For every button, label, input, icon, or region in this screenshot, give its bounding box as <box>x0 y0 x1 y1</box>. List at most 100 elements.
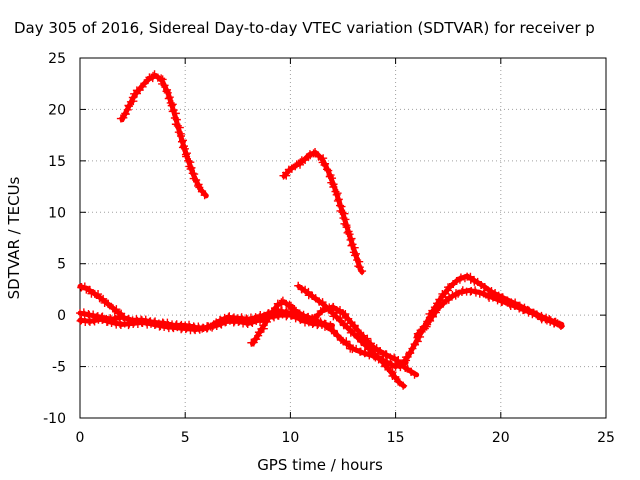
data-point <box>200 191 209 200</box>
data-point <box>187 163 196 172</box>
chart-title: Day 305 of 2016, Sidereal Day-to-day VTE… <box>14 19 595 37</box>
x-tick-label: 25 <box>597 430 615 446</box>
data-point <box>328 174 337 183</box>
data-point <box>85 285 94 294</box>
x-tick-label: 5 <box>181 430 190 446</box>
data-point <box>167 101 176 110</box>
data-point <box>172 115 181 124</box>
data-point <box>270 304 279 313</box>
data-markers <box>76 70 565 390</box>
data-point <box>314 320 323 329</box>
data-point <box>350 243 359 252</box>
data-point <box>320 304 329 313</box>
x-tick-label: 20 <box>492 430 510 446</box>
data-point <box>163 88 172 97</box>
y-tick-label: 25 <box>48 51 66 67</box>
data-point <box>505 300 514 309</box>
data-point <box>76 316 85 325</box>
data-point <box>149 71 158 80</box>
data-point <box>175 123 184 132</box>
data-point <box>156 321 165 330</box>
data-point <box>274 311 283 320</box>
data-point <box>351 249 360 258</box>
x-tick-label: 10 <box>281 430 299 446</box>
data-point <box>334 195 343 204</box>
data-point <box>345 230 354 239</box>
series-s7 <box>294 281 408 390</box>
data-point <box>295 309 304 318</box>
series-s9 <box>396 272 565 372</box>
data-point <box>90 317 99 326</box>
data-point <box>112 305 121 314</box>
y-tick-label: 15 <box>48 154 66 170</box>
data-point <box>556 322 565 331</box>
data-point <box>222 317 231 326</box>
data-point <box>346 235 355 244</box>
y-tick-label: 5 <box>57 257 66 273</box>
y-tick-label: -10 <box>43 411 66 427</box>
data-point <box>354 262 363 271</box>
data-point <box>410 370 419 379</box>
data-point <box>329 183 338 191</box>
data-point <box>116 321 125 329</box>
series-s8 <box>307 302 420 379</box>
data-point <box>524 308 533 317</box>
data-point <box>326 321 335 330</box>
series-s10 <box>413 286 565 341</box>
data-point <box>178 136 187 145</box>
data-point <box>194 181 203 190</box>
series-s1 <box>116 70 209 200</box>
data-point <box>333 189 342 198</box>
data-point <box>333 196 342 205</box>
series-s2 <box>279 148 367 276</box>
grid-lines <box>80 58 606 418</box>
y-tick-label: 0 <box>57 308 66 324</box>
data-point <box>182 152 191 161</box>
data-point <box>103 317 112 326</box>
data-point <box>168 100 177 109</box>
data-point <box>186 158 195 167</box>
tick-marks <box>79 57 607 419</box>
data-point <box>157 74 166 83</box>
data-point <box>454 289 463 298</box>
series-band <box>281 150 365 275</box>
data-point <box>399 381 408 390</box>
data-point <box>515 304 524 313</box>
data-point <box>104 300 113 308</box>
data-point <box>347 234 356 243</box>
x-tick-label: 0 <box>76 430 85 446</box>
data-point <box>358 267 367 276</box>
data-point <box>99 294 108 303</box>
data-point <box>340 209 349 218</box>
data-point <box>536 313 545 322</box>
data-point <box>390 353 399 362</box>
data-point <box>171 109 180 118</box>
y-tick-label: 20 <box>48 102 66 118</box>
data-point <box>180 144 189 153</box>
data-point <box>341 215 350 224</box>
data-point <box>337 202 346 211</box>
data-point <box>546 317 555 326</box>
data-point <box>351 251 360 260</box>
data-point <box>394 377 403 386</box>
data-point <box>471 288 480 297</box>
data-point <box>484 292 493 301</box>
data-point <box>247 318 256 326</box>
data-point <box>94 290 103 299</box>
data-point <box>317 321 326 329</box>
data-point <box>177 137 186 146</box>
data-point <box>320 161 329 170</box>
data-point <box>160 81 169 90</box>
x-tick-label: 15 <box>387 430 405 446</box>
data-point <box>493 296 502 305</box>
data-point <box>314 152 323 161</box>
data-point <box>208 323 217 332</box>
data-point <box>130 318 139 327</box>
data-point <box>165 93 174 102</box>
data-point <box>290 305 299 314</box>
data-point <box>181 325 190 334</box>
series-s5 <box>77 282 126 318</box>
series-s6 <box>247 296 306 347</box>
data-point <box>216 319 225 328</box>
data-point <box>164 94 173 103</box>
